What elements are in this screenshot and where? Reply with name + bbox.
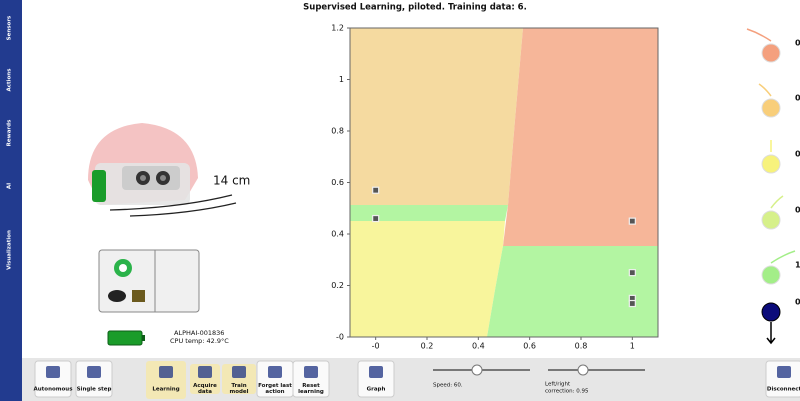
action-value: 0 <box>795 150 800 159</box>
x-tick-label: 0.8 <box>575 342 588 351</box>
button[interactable] <box>357 360 395 398</box>
decision-regions <box>350 28 658 337</box>
sidebar-tab[interactable]: Sensors <box>7 15 13 40</box>
y-tick-label: 1 <box>339 75 344 84</box>
correction-label: Left/right <box>545 382 571 388</box>
button-label[interactable]: Reset learning <box>298 383 324 395</box>
button-label[interactable]: Graph <box>367 387 386 393</box>
action-ball[interactable] <box>761 265 781 285</box>
sidebar <box>0 0 22 401</box>
y-tick-label: -0 <box>336 333 344 342</box>
train-highlight <box>222 364 256 394</box>
acquire-highlight <box>190 364 220 394</box>
button-icon <box>777 366 791 378</box>
speed-label: Speed: 60. <box>433 383 463 389</box>
button-label[interactable]: Disconnect <box>767 387 800 393</box>
y-tick-label: 0.2 <box>331 281 344 290</box>
action-arrow <box>758 83 772 97</box>
button-icon <box>369 366 383 378</box>
action-ball[interactable] <box>761 43 781 63</box>
x-tick-label: 0.4 <box>472 342 485 351</box>
button-label[interactable]: Train model <box>229 383 248 395</box>
x-tick-label: 0.6 <box>523 342 536 351</box>
x-tick-label: 0.2 <box>421 342 434 351</box>
button[interactable] <box>34 360 72 398</box>
button-icon <box>87 366 101 378</box>
action-arrow <box>766 322 776 345</box>
button-label[interactable]: Single step <box>77 387 112 393</box>
button-label[interactable]: Autonomous <box>34 387 74 393</box>
data-point <box>372 214 380 223</box>
action-value: 0 <box>795 206 800 215</box>
button-icon <box>159 366 173 378</box>
battery-tip <box>142 335 145 341</box>
y-tick-label: 0.6 <box>331 178 344 187</box>
button[interactable] <box>765 360 800 398</box>
button-icon <box>268 366 282 378</box>
action-value: 1 <box>795 261 800 270</box>
battery <box>107 330 143 346</box>
action-arrow <box>770 250 796 264</box>
y-tick-label: 0.4 <box>331 230 344 239</box>
data-point <box>628 299 636 308</box>
button[interactable] <box>75 360 113 398</box>
action-ball[interactable] <box>761 98 781 118</box>
action-arrow <box>770 195 784 209</box>
toolbar <box>22 358 800 401</box>
learning-highlight <box>146 361 186 399</box>
action-value: 0 <box>795 39 800 48</box>
button-label[interactable]: Forget last action <box>258 383 292 395</box>
button-icon <box>198 366 212 378</box>
y-tick-label: 1.2 <box>331 24 344 33</box>
action-ball[interactable] <box>761 302 781 322</box>
data-point <box>372 186 380 194</box>
action-arrow <box>746 28 772 42</box>
button-icon <box>232 366 246 378</box>
button-label[interactable]: Acquire data <box>193 383 217 395</box>
sidebar-tab[interactable]: Rewards <box>7 119 13 146</box>
button-icon <box>46 366 60 378</box>
button[interactable] <box>292 360 330 398</box>
action-value: 0 <box>795 298 800 307</box>
action-ball[interactable] <box>761 154 781 174</box>
sidebar-tab[interactable]: Actions <box>7 68 13 92</box>
sidebar-tab[interactable]: Visualization <box>7 230 13 270</box>
cpu-temp: CPU temp: 42.9°C <box>170 337 229 345</box>
x-tick-label: -0 <box>372 342 380 351</box>
distance: 14 cm <box>213 174 250 188</box>
device-id: ALPHAI-001836 <box>174 329 224 337</box>
title: Supervised Learning, piloted. Training d… <box>303 3 527 13</box>
correction-label: correction: 0.95 <box>545 389 589 395</box>
y-tick-label: 0.8 <box>331 127 344 136</box>
sensor-panel <box>98 249 200 313</box>
data-point <box>628 217 636 225</box>
data-point <box>628 269 636 277</box>
correction-knob[interactable] <box>577 364 589 376</box>
action-value: 0 <box>795 94 800 103</box>
button-icon <box>304 366 318 378</box>
robot-illustration <box>88 123 237 217</box>
button-label[interactable]: Learning <box>152 387 179 393</box>
action-ball[interactable] <box>761 210 781 230</box>
x-tick-label: 1 <box>630 342 635 351</box>
speed-knob[interactable] <box>471 364 483 376</box>
sidebar-tab[interactable]: AI <box>7 183 13 189</box>
